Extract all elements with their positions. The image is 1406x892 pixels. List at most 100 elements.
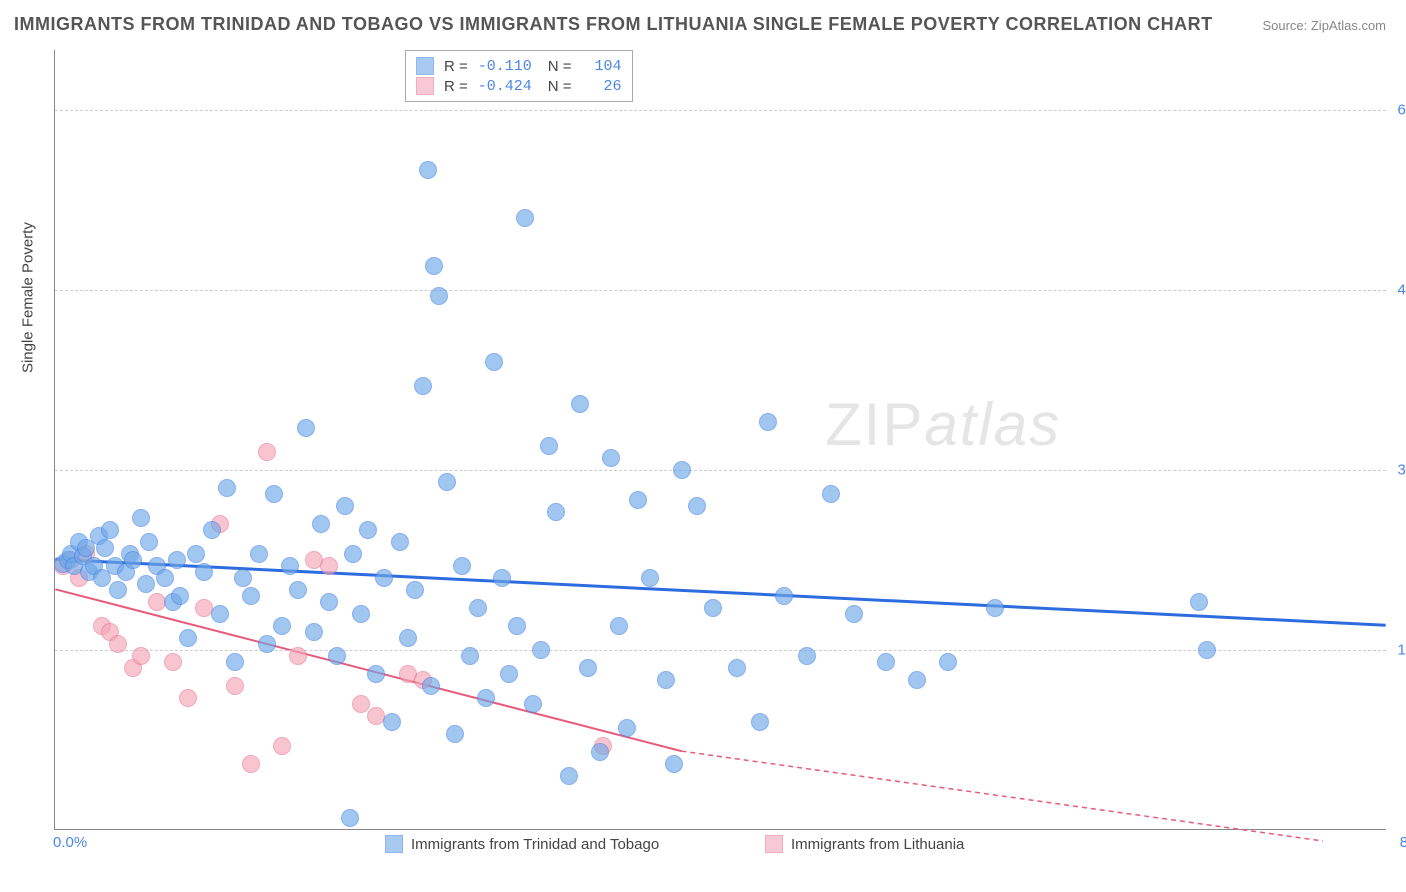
legend-swatch <box>416 57 434 75</box>
series1-point <box>344 545 362 563</box>
series1-point <box>751 713 769 731</box>
series1-point <box>775 587 793 605</box>
series1-point <box>305 623 323 641</box>
series2-point <box>226 677 244 695</box>
series1-point <box>446 725 464 743</box>
series1-point <box>1190 593 1208 611</box>
series1-point <box>195 563 213 581</box>
legend-r-label: R = <box>444 58 468 75</box>
series1-point <box>273 617 291 635</box>
legend-n-value: 104 <box>582 58 622 75</box>
series1-point <box>367 665 385 683</box>
series1-point <box>258 635 276 653</box>
series1-point <box>383 713 401 731</box>
legend-row: R = -0.424 N = 26 <box>416 77 622 95</box>
legend-r-value: -0.424 <box>478 78 538 95</box>
series1-point <box>908 671 926 689</box>
legend-series1: Immigrants from Trinidad and Tobago <box>385 835 659 853</box>
legend-series1-label: Immigrants from Trinidad and Tobago <box>411 836 659 853</box>
correlation-legend: R =-0.110N =104R =-0.424N =26 <box>405 50 633 102</box>
series1-point <box>187 545 205 563</box>
series1-point <box>399 629 417 647</box>
series1-point <box>124 551 142 569</box>
series1-point <box>759 413 777 431</box>
series1-point <box>414 377 432 395</box>
series1-point <box>939 653 957 671</box>
series1-point <box>516 209 534 227</box>
series2-point <box>164 653 182 671</box>
series1-point <box>560 767 578 785</box>
chart-title: IMMIGRANTS FROM TRINIDAD AND TOBAGO VS I… <box>14 14 1213 35</box>
source-label: Source: ZipAtlas.com <box>1262 18 1386 33</box>
grid-line <box>55 110 1386 111</box>
series1-point <box>673 461 691 479</box>
grid-line <box>55 290 1386 291</box>
series1-point <box>438 473 456 491</box>
series1-point <box>359 521 377 539</box>
series1-point <box>798 647 816 665</box>
series1-point <box>336 497 354 515</box>
series1-point <box>430 287 448 305</box>
series1-point <box>328 647 346 665</box>
watermark-atlas: atlas <box>924 391 1061 458</box>
series1-point <box>524 695 542 713</box>
series1-point <box>341 809 359 827</box>
y-tick-label: 30.0% <box>1390 462 1406 479</box>
series1-point <box>571 395 589 413</box>
legend-r-label: R = <box>444 78 468 95</box>
series2-point <box>132 647 150 665</box>
series1-point <box>591 743 609 761</box>
y-tick-label: 45.0% <box>1390 282 1406 299</box>
series1-point <box>179 629 197 647</box>
y-tick-label: 15.0% <box>1390 642 1406 659</box>
y-axis-label: Single Female Poverty <box>20 222 37 373</box>
series1-point <box>422 677 440 695</box>
series1-point <box>109 581 127 599</box>
series1-point <box>493 569 511 587</box>
grid-line <box>55 470 1386 471</box>
series1-point <box>352 605 370 623</box>
legend-series2: Immigrants from Lithuania <box>765 835 964 853</box>
series1-point <box>704 599 722 617</box>
series1-point <box>375 569 393 587</box>
series2-point <box>109 635 127 653</box>
series1-point <box>579 659 597 677</box>
series1-point <box>156 569 174 587</box>
legend-n-value: 26 <box>582 78 622 95</box>
legend-swatch <box>765 835 783 853</box>
series2-point <box>242 755 260 773</box>
series2-point <box>352 695 370 713</box>
series2-point <box>320 557 338 575</box>
series1-point <box>657 671 675 689</box>
series1-point <box>419 161 437 179</box>
legend-swatch <box>416 77 434 95</box>
series1-point <box>312 515 330 533</box>
series1-point <box>845 605 863 623</box>
series1-point <box>508 617 526 635</box>
series1-point <box>265 485 283 503</box>
series1-point <box>289 581 307 599</box>
series2-point <box>258 443 276 461</box>
series1-point <box>822 485 840 503</box>
series1-point <box>406 581 424 599</box>
series1-point <box>469 599 487 617</box>
series1-point <box>297 419 315 437</box>
series1-point <box>1198 641 1216 659</box>
series1-point <box>641 569 659 587</box>
series1-point <box>171 587 189 605</box>
series1-point <box>728 659 746 677</box>
series1-point <box>168 551 186 569</box>
series1-point <box>610 617 628 635</box>
series1-point <box>425 257 443 275</box>
series2-point <box>179 689 197 707</box>
series1-point <box>242 587 260 605</box>
series1-point <box>320 593 338 611</box>
legend-n-label: N = <box>548 78 572 95</box>
series1-point <box>688 497 706 515</box>
series1-point <box>602 449 620 467</box>
chart-container: IMMIGRANTS FROM TRINIDAD AND TOBAGO VS I… <box>10 10 1396 882</box>
series1-point <box>986 599 1004 617</box>
series1-point <box>281 557 299 575</box>
series1-point <box>250 545 268 563</box>
series1-point <box>96 539 114 557</box>
